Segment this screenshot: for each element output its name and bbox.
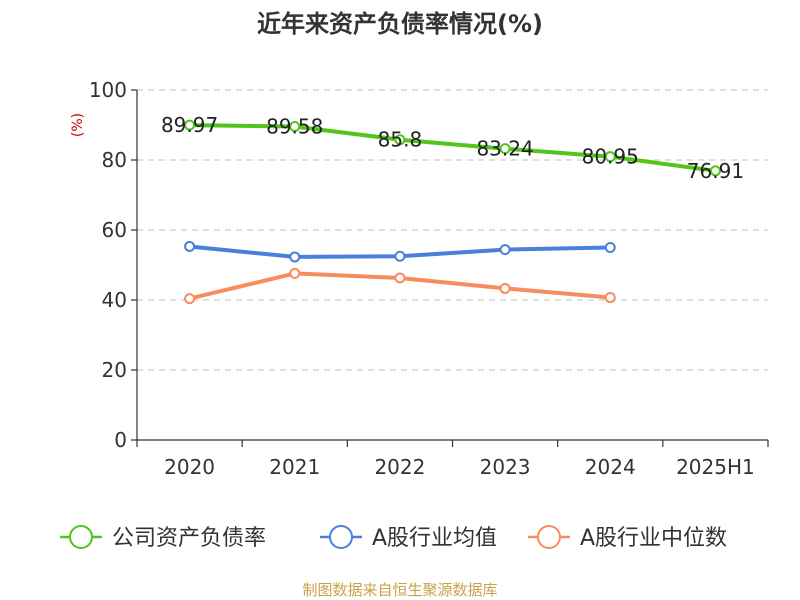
data-point [604,292,616,304]
data-point [604,242,616,253]
data-point [184,119,196,131]
legend-marker[interactable] [537,525,561,549]
data-point [499,143,511,155]
data-point [709,165,721,177]
legend-marker[interactable] [329,525,353,549]
data-labels: 89.97 89.58 85.8 83.24 80.95 76.91 [161,113,744,183]
y-unit-label: (%) [70,113,86,137]
data-label: 76.91 [687,159,744,183]
legend-label[interactable]: A股行业中位数 [580,526,727,551]
data-point [289,120,301,132]
data-label: 89.58 [266,114,323,138]
data-label: 80.95 [582,145,639,169]
data-point [184,293,196,305]
chart-title: 近年来资产负债率情况(%) [257,10,543,38]
y-tick-label: 80 [102,148,127,172]
data-label: 83.24 [476,137,533,161]
x-tick-label: 2024 [585,455,636,479]
gridlines [137,89,768,371]
y-tick-labels: 0 20 40 60 80 100 [89,78,127,452]
data-point [604,151,616,163]
legend[interactable]: 公司资产负债率 A股行业均值 A股行业中位数 [60,525,727,551]
x-tick-label: 2021 [269,455,320,479]
x-tick-label: 2020 [164,455,215,479]
y-tick-label: 40 [102,288,127,312]
data-point [394,272,406,284]
data-label: 85.8 [378,128,423,152]
data-point [394,250,406,262]
series-group [184,119,721,305]
legend-label[interactable]: A股行业均值 [372,526,497,551]
y-tick-label: 0 [114,428,127,452]
y-tick-label: 20 [102,358,127,382]
data-label: 89.97 [161,113,218,137]
axes [131,89,769,447]
y-tick-label: 100 [89,78,127,102]
x-tick-labels: 2020 2021 2022 2023 2024 2025H1 [164,455,755,479]
data-point [499,282,511,294]
data-point [289,267,301,279]
data-point [394,134,406,146]
legend-label[interactable]: 公司资产负债率 [112,526,266,551]
y-tick-label: 60 [102,218,127,242]
data-point [499,244,511,256]
series-line-1 [187,123,718,173]
data-point [289,251,301,263]
x-tick-label: 2025H1 [676,455,755,479]
x-tick-label: 2022 [374,455,425,479]
x-tick-label: 2023 [480,455,531,479]
legend-marker[interactable] [69,525,93,549]
data-point [184,240,196,252]
source-note: 制图数据来自恒生聚源数据库 [302,581,497,599]
